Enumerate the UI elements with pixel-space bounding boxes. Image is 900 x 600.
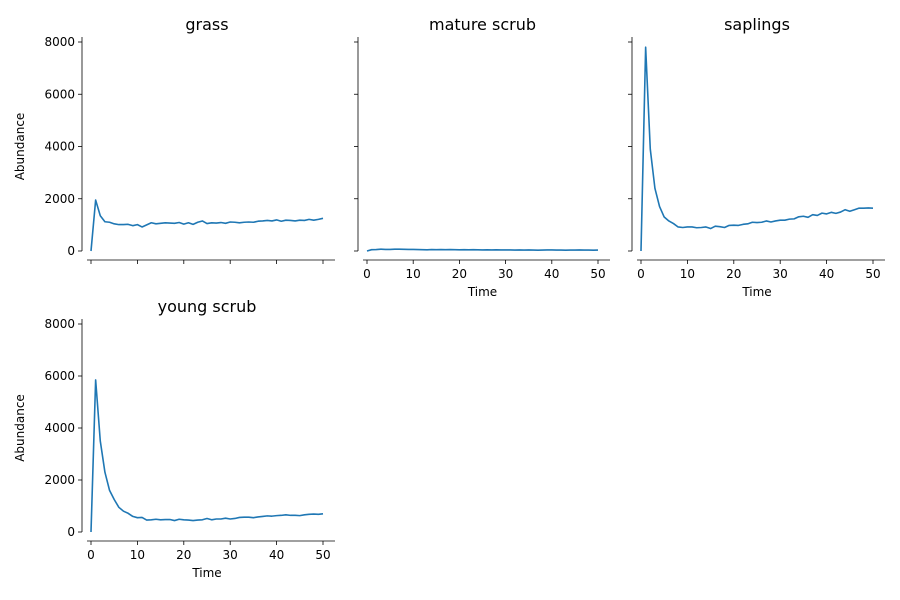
- x-tick-label: 50: [315, 548, 330, 562]
- x-tick-label: 50: [590, 267, 605, 281]
- x-axis-label: Time: [467, 285, 497, 299]
- y-tick-label: 6000: [44, 87, 75, 101]
- subplot-2: mature scrub 0 10 20 30 40 50 Time: [354, 15, 610, 299]
- y-tick-label: 8000: [44, 35, 75, 49]
- x-tick-label: 0: [87, 548, 95, 562]
- x-tick-label: 40: [269, 548, 284, 562]
- x-tick-label: 0: [363, 267, 371, 281]
- x-tick-label: 20: [176, 548, 191, 562]
- x-tick-label: 40: [819, 267, 834, 281]
- y-tick-label: 0: [67, 525, 75, 539]
- series-line: [640, 46, 874, 252]
- subplot-1: grass 0 2000 4000 6000 8000 Abundance: [13, 15, 335, 264]
- x-tick-label: 10: [130, 548, 145, 562]
- y-axis-label: Abundance: [13, 394, 27, 462]
- x-tick-label: 40: [544, 267, 559, 281]
- x-tick-label: 20: [452, 267, 467, 281]
- x-tick-label: 30: [223, 548, 238, 562]
- panel-title: mature scrub: [429, 15, 536, 34]
- x-axis-label: Time: [191, 566, 221, 580]
- y-tick-label: 4000: [44, 421, 75, 435]
- x-tick-label: 10: [680, 267, 695, 281]
- x-tick-label: 0: [637, 267, 645, 281]
- subplot-4: young scrub 0 2000 4000 6000 8000 0 10 20 30 40 50 A…: [13, 297, 335, 580]
- y-tick-label: 6000: [44, 369, 75, 383]
- x-tick-label: 50: [865, 267, 880, 281]
- y-tick-label: 2000: [44, 192, 75, 206]
- x-tick-label: 10: [406, 267, 421, 281]
- y-tick-label: 4000: [44, 140, 75, 154]
- y-tick-label: 0: [67, 244, 75, 258]
- y-tick-label: 2000: [44, 473, 75, 487]
- panel-title: young scrub: [158, 297, 257, 316]
- y-axis-label: Abundance: [13, 113, 27, 181]
- series-line: [90, 199, 324, 252]
- x-tick-label: 30: [773, 267, 788, 281]
- series-line: [90, 379, 324, 533]
- x-tick-label: 20: [726, 267, 741, 281]
- x-axis-label: Time: [741, 285, 771, 299]
- y-tick-label: 8000: [44, 317, 75, 331]
- panel-title: grass: [185, 15, 228, 34]
- subplot-3: saplings 0 10 20 30 40 50 Time: [628, 15, 885, 299]
- panel-title: saplings: [724, 15, 790, 34]
- series-line: [366, 248, 599, 252]
- x-tick-label: 30: [498, 267, 513, 281]
